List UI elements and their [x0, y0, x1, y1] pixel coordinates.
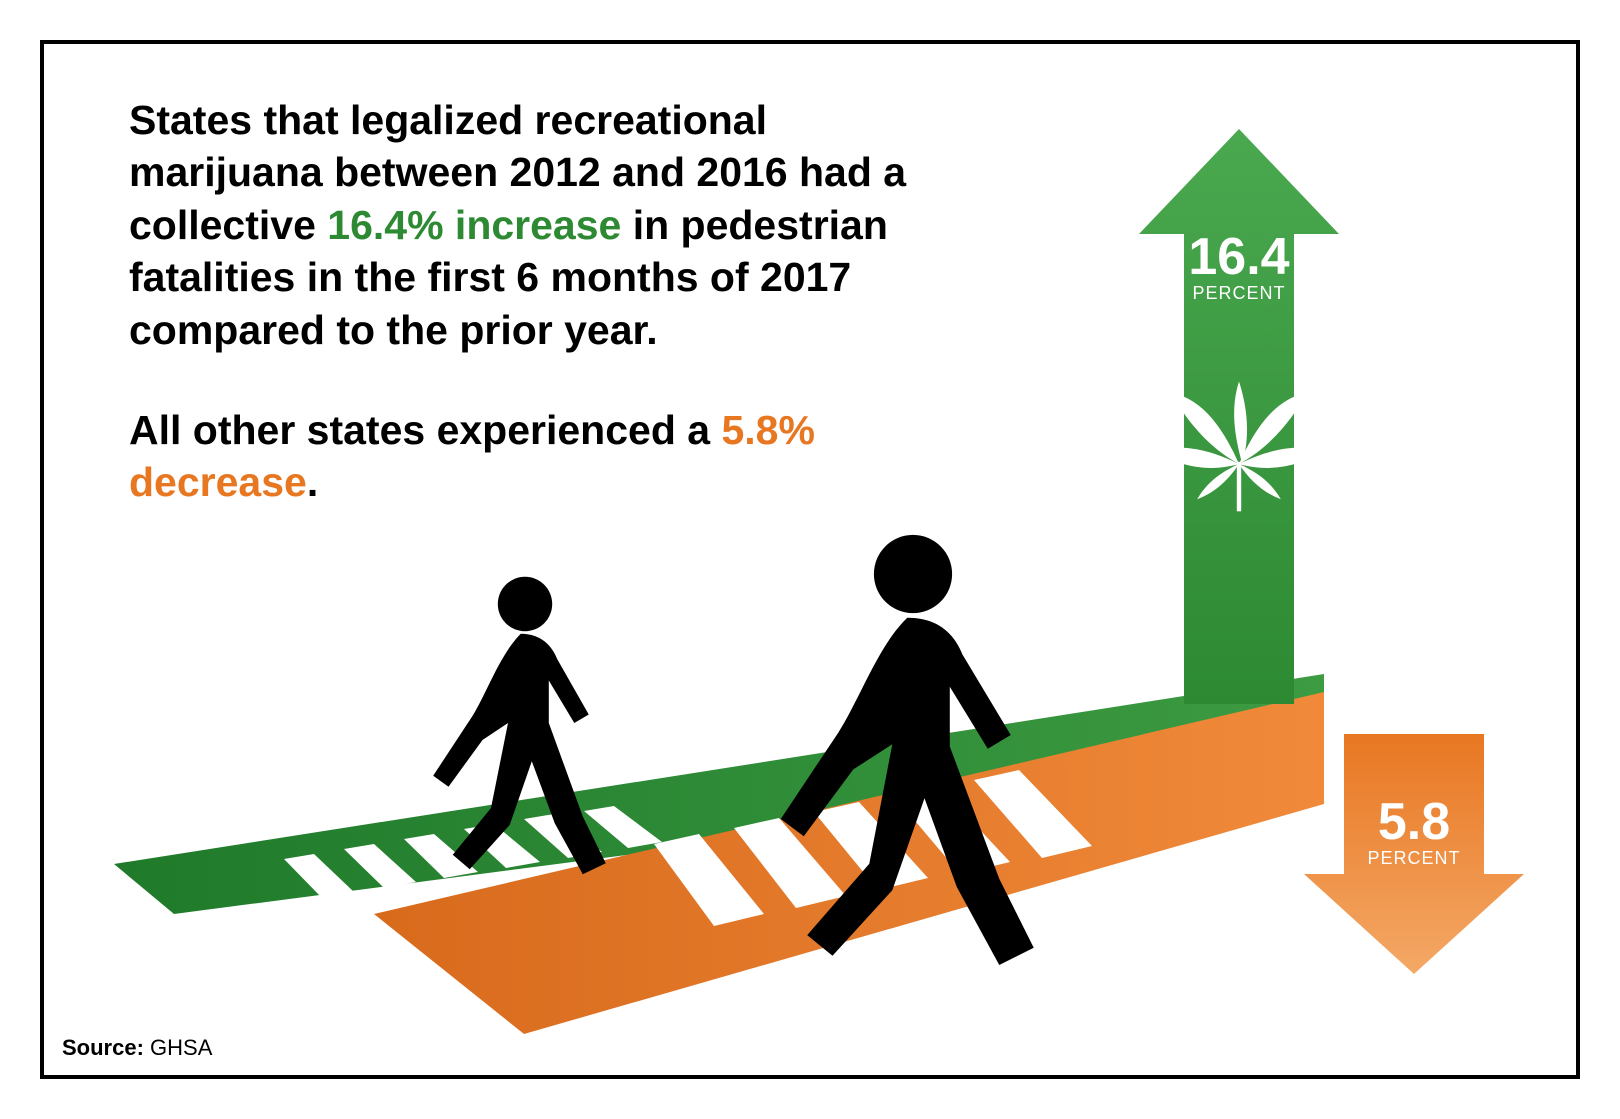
up-arrow-value: 16.4	[1188, 228, 1289, 286]
source-line: Source: GHSA	[62, 1035, 212, 1061]
up-arrow-unit: PERCENT	[1192, 283, 1285, 303]
down-arrow-unit: PERCENT	[1367, 848, 1460, 868]
down-arrow-value: 5.8	[1378, 793, 1450, 851]
up-arrow: 16.4 PERCENT	[1139, 129, 1339, 704]
infographic-frame: States that legalized recreational marij…	[40, 40, 1580, 1079]
marijuana-leaf-icon	[1153, 382, 1325, 512]
down-arrow: 5.8 PERCENT	[1304, 734, 1524, 974]
source-value: GHSA	[150, 1035, 212, 1060]
infographic-illustration: 16.4 PERCENT 5.8 PERCENT	[44, 44, 1576, 1075]
source-label: Source:	[62, 1035, 144, 1060]
